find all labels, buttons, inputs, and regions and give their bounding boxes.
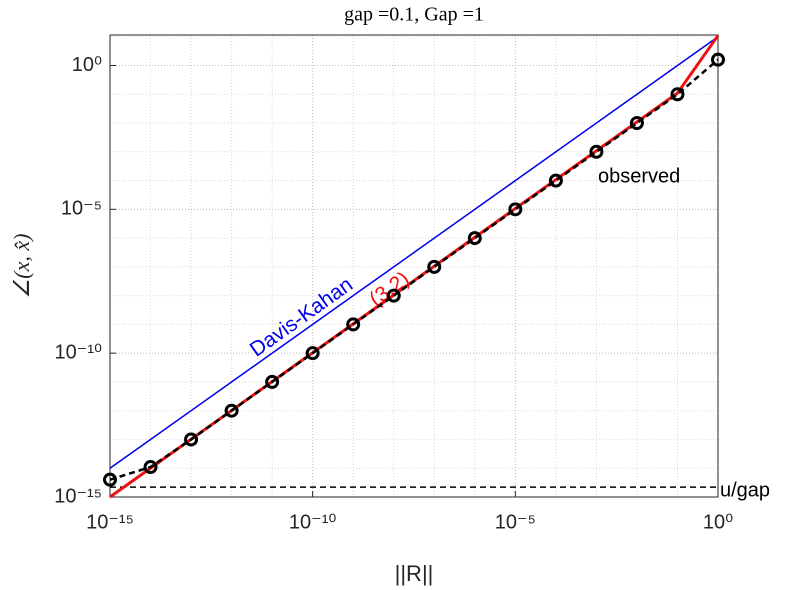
x-tick-label: 10⁰ [703,511,733,533]
marker [184,432,199,447]
series-label: observed [598,165,680,187]
marker [346,317,361,332]
marker [670,87,685,102]
marker [265,374,280,389]
x-axis-label: ||R|| [395,561,434,586]
series-line [109,58,719,481]
y-axis-label: ∠(x, x̂) [9,234,34,299]
y-tick-label: 10⁰ [72,54,102,76]
marker [305,346,320,361]
y-tick-label: 10⁻¹⁰ [55,341,102,363]
y-tick-label: 10⁻⁵ [61,198,102,220]
series-label: (3.2) [365,267,414,311]
marker [103,472,117,487]
x-tick-label: 10⁻¹⁵ [86,511,134,533]
marker [711,52,725,67]
marker [548,173,563,188]
marker [143,460,158,475]
marker [386,288,401,303]
marker [629,116,644,131]
series-label: u/gap [720,479,770,501]
x-tick-label: 10⁻⁵ [495,511,536,533]
chart-title: gap =0.1, Gap =1 [344,4,484,26]
plot-frame [109,34,719,498]
marker [589,144,604,159]
x-tick-label: 10⁻¹⁰ [289,511,336,533]
series-line [109,34,720,499]
marker [224,403,239,418]
marker [427,259,442,274]
marker [467,231,482,246]
marker [508,202,523,217]
series-label: Davis-Kahan [246,273,357,362]
series-line [109,36,719,469]
y-tick-label: 10⁻¹⁵ [54,485,102,507]
